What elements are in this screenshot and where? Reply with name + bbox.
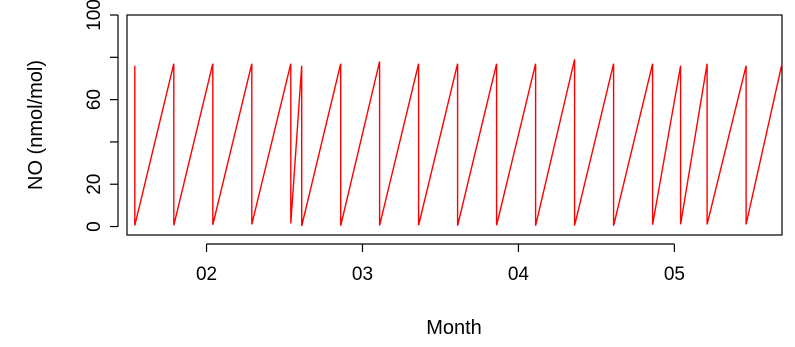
y-tick-label: 0 [84, 221, 105, 232]
series-layer [134, 59, 783, 227]
series-line [134, 59, 783, 227]
x-axis-title: Month [426, 317, 482, 339]
y-tick-label: 20 [84, 174, 105, 195]
x-tick-label: 04 [508, 264, 530, 285]
x-tick-label: 03 [352, 264, 373, 285]
y-axis: 0 20 60 100 [84, 0, 119, 232]
x-axis: 02 03 04 05 [196, 243, 685, 285]
y-tick-label: 100 [84, 0, 105, 31]
x-tick-label: 05 [664, 264, 685, 285]
plot-frame [126, 14, 783, 236]
y-tick-label: 60 [84, 89, 105, 110]
x-tick-label: 02 [196, 264, 217, 285]
y-axis-title: NO (nmol/mol) [25, 60, 47, 190]
